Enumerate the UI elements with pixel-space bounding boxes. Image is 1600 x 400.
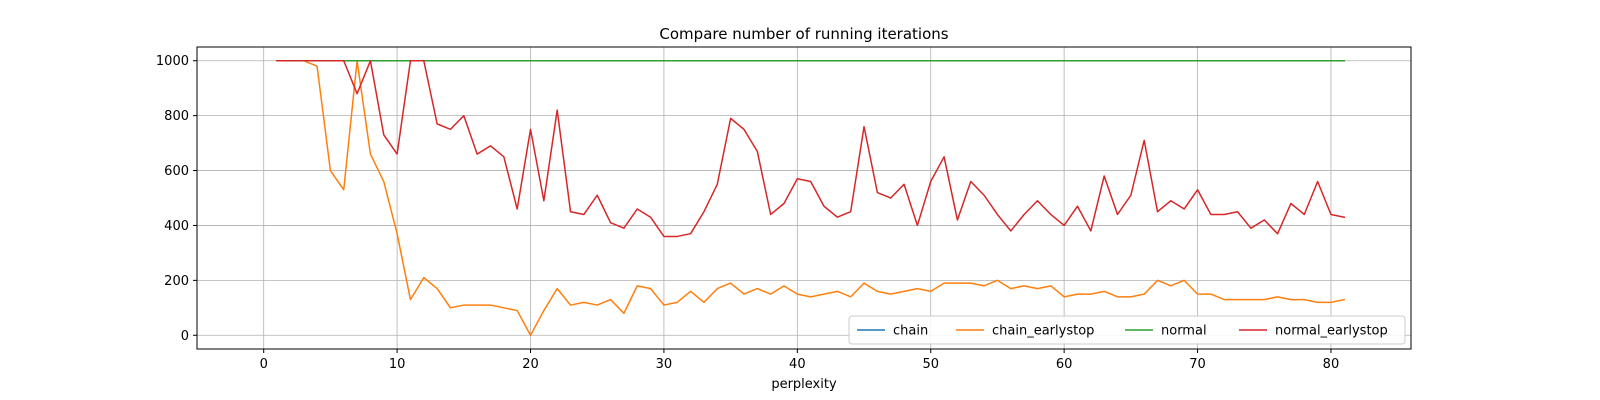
y-tick-label: 1000 <box>156 54 189 69</box>
x-tick-label: 40 <box>789 357 806 372</box>
plot-frame <box>196 46 1412 350</box>
x-axis: 0 10 20 30 40 50 60 70 80 <box>260 349 1340 372</box>
grid <box>197 47 1411 349</box>
series-line-normal-earlystop <box>276 59 1346 238</box>
series-layer <box>276 59 1346 337</box>
legend-label: normal <box>1161 324 1207 339</box>
y-tick-label: 400 <box>164 219 189 234</box>
y-axis: 0 200 400 600 800 1000 <box>156 54 197 344</box>
x-tick-label: 0 <box>260 357 268 372</box>
chart-title: Compare number of running iterations <box>659 25 948 43</box>
y-tick-label: 200 <box>164 274 189 289</box>
x-tick-label: 20 <box>522 357 539 372</box>
legend-label: chain_earlystop <box>992 324 1094 339</box>
x-tick-label: 30 <box>656 357 673 372</box>
x-tick-label: 60 <box>1056 357 1073 372</box>
y-tick-label: 0 <box>181 329 189 344</box>
y-tick-label: 800 <box>164 109 189 124</box>
x-axis-label: perplexity <box>771 377 837 392</box>
x-tick-label: 10 <box>389 357 406 372</box>
x-tick-label: 80 <box>1323 357 1340 372</box>
x-tick-label: 50 <box>922 357 939 372</box>
legend: chain chain_earlystop normal normal_earlyst… <box>848 315 1406 345</box>
series-line-chain-earlystop <box>276 59 1346 337</box>
y-tick-label: 600 <box>164 164 189 179</box>
legend-label: chain <box>893 324 928 339</box>
legend-label: normal_earlystop <box>1275 324 1388 339</box>
x-tick-label: 70 <box>1189 357 1206 372</box>
